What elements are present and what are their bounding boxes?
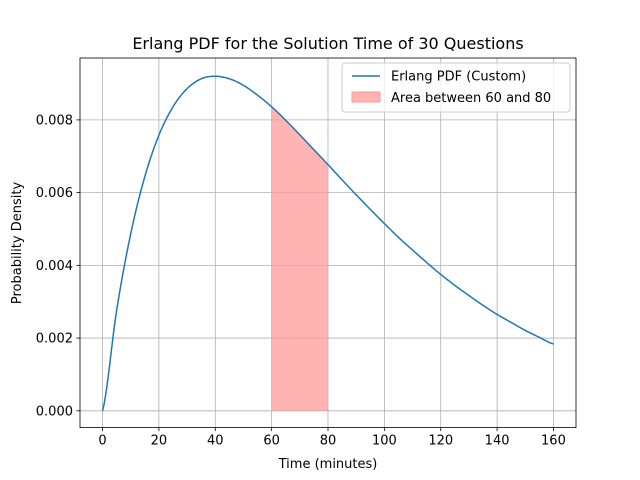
shaded-area-60-80 <box>271 106 328 411</box>
x-axis-ticks: 0 20 40 60 80 100 120 140 160 <box>98 427 566 449</box>
y-tick-label: 0.006 <box>36 186 73 201</box>
x-tick-label: 160 <box>541 434 566 449</box>
legend-area-swatch <box>351 91 381 103</box>
legend-label-line: Erlang PDF (Custom) <box>391 70 526 85</box>
x-axis-label: Time (minutes) <box>278 457 378 472</box>
x-tick-label: 0 <box>98 434 106 449</box>
y-tick-label: 0.004 <box>36 259 73 274</box>
legend: Erlang PDF (Custom) Area between 60 and … <box>341 62 571 113</box>
legend-box <box>341 62 571 113</box>
x-tick-label: 120 <box>428 434 453 449</box>
chart-title: Erlang PDF for the Solution Time of 30 Q… <box>132 34 523 53</box>
y-tick-label: 0.002 <box>36 332 73 347</box>
x-tick-label: 20 <box>151 434 168 449</box>
y-axis-label: Probability Density <box>10 182 25 305</box>
y-tick-label: 0.000 <box>36 404 73 419</box>
legend-label-area: Area between 60 and 80 <box>391 91 551 106</box>
x-tick-label: 60 <box>263 434 280 449</box>
y-tick-label: 0.008 <box>36 113 73 128</box>
x-tick-label: 100 <box>372 434 397 449</box>
erlang-pdf-line <box>101 75 554 411</box>
y-axis-ticks: 0.000 0.002 0.004 0.006 0.008 <box>36 113 80 419</box>
x-tick-label: 40 <box>207 434 224 449</box>
x-tick-label: 140 <box>485 434 510 449</box>
x-tick-label: 80 <box>320 434 337 449</box>
